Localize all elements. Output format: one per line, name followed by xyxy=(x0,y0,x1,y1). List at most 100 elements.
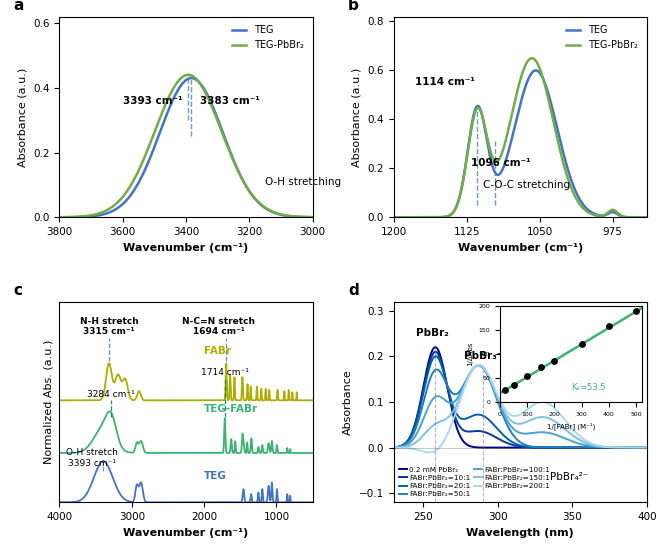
FABr:PbBr₂=100:1 xyxy=(475,362,482,368)
0.2 mM PbBr₂ xyxy=(636,444,643,451)
Line: FABr:PbBr₂=100:1: FABr:PbBr₂=100:1 xyxy=(393,365,647,448)
FABr:PbBr₂=200:1 xyxy=(513,412,521,419)
0.2 mM PbBr₂ xyxy=(432,344,440,351)
FABr:PbBr₂=50:1 xyxy=(403,440,411,447)
TEG-PbBr₂ xyxy=(643,214,651,221)
FABr:PbBr₂=20:1 xyxy=(589,444,597,451)
TEG xyxy=(636,214,643,221)
Text: TEG: TEG xyxy=(204,471,227,481)
Text: O-H stretch
3393 cm⁻¹: O-H stretch 3393 cm⁻¹ xyxy=(66,448,118,468)
FABr:PbBr₂=10:1 xyxy=(513,443,521,449)
Text: TEG-FABr: TEG-FABr xyxy=(204,404,258,414)
FABr:PbBr₂=20:1 xyxy=(636,444,643,451)
Text: PbBr₃⁻: PbBr₃⁻ xyxy=(464,351,502,360)
Line: TEG-PbBr₂: TEG-PbBr₂ xyxy=(59,75,313,217)
FABr:PbBr₂=150:1 xyxy=(636,444,643,451)
TEG-PbBr₂ xyxy=(184,72,192,78)
FABr:PbBr₂=10:1 xyxy=(432,348,440,355)
FABr:PbBr₂=20:1 xyxy=(403,439,411,446)
TEG-PbBr₂ xyxy=(179,73,187,80)
FABr:PbBr₂=150:1 xyxy=(506,417,514,423)
Y-axis label: Normalized Abs. (a.u.): Normalized Abs. (a.u.) xyxy=(44,340,54,464)
TEG xyxy=(643,214,651,221)
0.2 mM PbBr₂ xyxy=(636,444,643,451)
Legend: TEG, TEG-PbBr₂: TEG, TEG-PbBr₂ xyxy=(228,22,308,54)
Text: 1096 cm⁻¹: 1096 cm⁻¹ xyxy=(471,158,531,168)
TEG-PbBr₂ xyxy=(302,214,310,220)
FABr:PbBr₂=200:1 xyxy=(389,444,397,451)
TEG xyxy=(636,214,643,221)
FABr:PbBr₂=200:1 xyxy=(506,411,514,418)
TEG xyxy=(589,210,597,216)
Text: a: a xyxy=(14,0,24,13)
FABr:PbBr₂=10:1 xyxy=(636,444,643,451)
FABr:PbBr₂=100:1 xyxy=(636,444,643,451)
FABr:PbBr₂=200:1 xyxy=(425,449,433,456)
Y-axis label: Absorbance (a.u.): Absorbance (a.u.) xyxy=(18,67,28,167)
FABr:PbBr₂=50:1 xyxy=(589,444,597,451)
TEG xyxy=(179,80,187,87)
Y-axis label: Absorbance: Absorbance xyxy=(343,369,353,435)
Text: PbBr₂: PbBr₂ xyxy=(416,328,449,338)
Text: C-O-C stretching: C-O-C stretching xyxy=(484,180,571,190)
TEG-PbBr₂ xyxy=(636,214,643,221)
FABr:PbBr₂=50:1 xyxy=(636,444,643,451)
Line: FABr:PbBr₂=200:1: FABr:PbBr₂=200:1 xyxy=(393,365,647,453)
0.2 mM PbBr₂ xyxy=(389,444,397,450)
Text: 1114 cm⁻¹: 1114 cm⁻¹ xyxy=(415,77,475,87)
TEG-PbBr₂ xyxy=(636,214,643,221)
FABr:PbBr₂=150:1 xyxy=(636,444,643,451)
Text: PbBr₄²⁻: PbBr₄²⁻ xyxy=(550,471,589,481)
0.2 mM PbBr₂ xyxy=(403,439,411,445)
FABr:PbBr₂=200:1 xyxy=(589,441,597,448)
TEG xyxy=(302,214,310,220)
Line: TEG: TEG xyxy=(393,71,647,217)
0.2 mM PbBr₂ xyxy=(513,444,521,451)
TEG-PbBr₂ xyxy=(172,81,180,88)
0.2 mM PbBr₂ xyxy=(643,444,651,451)
FABr:PbBr₂=200:1 xyxy=(403,445,411,452)
TEG xyxy=(403,214,411,221)
Text: FABr: FABr xyxy=(204,346,231,356)
TEG xyxy=(532,67,540,74)
FABr:PbBr₂=100:1 xyxy=(636,444,643,451)
FABr:PbBr₂=20:1 xyxy=(513,441,521,448)
Text: c: c xyxy=(14,283,23,298)
FABr:PbBr₂=20:1 xyxy=(432,353,440,359)
TEG-PbBr₂ xyxy=(506,119,514,126)
TEG xyxy=(506,142,514,149)
TEG xyxy=(172,91,180,97)
TEG xyxy=(187,75,195,81)
FABr:PbBr₂=50:1 xyxy=(389,444,397,451)
FABr:PbBr₂=50:1 xyxy=(513,436,521,443)
FABr:PbBr₂=20:1 xyxy=(506,437,514,444)
FABr:PbBr₂=150:1 xyxy=(403,443,411,450)
FABr:PbBr₂=150:1 xyxy=(589,442,597,449)
FABr:PbBr₂=10:1 xyxy=(389,444,397,450)
Line: FABr:PbBr₂=20:1: FABr:PbBr₂=20:1 xyxy=(393,356,647,448)
TEG-PbBr₂ xyxy=(589,211,597,218)
Text: 3383 cm⁻¹: 3383 cm⁻¹ xyxy=(201,96,260,106)
FABr:PbBr₂=100:1 xyxy=(506,422,514,428)
FABr:PbBr₂=200:1 xyxy=(475,362,483,368)
TEG-PbBr₂ xyxy=(513,90,521,97)
FABr:PbBr₂=150:1 xyxy=(643,444,651,451)
0.2 mM PbBr₂ xyxy=(589,444,597,451)
Line: 0.2 mM PbBr₂: 0.2 mM PbBr₂ xyxy=(393,347,647,448)
FABr:PbBr₂=200:1 xyxy=(636,444,643,451)
TEG-PbBr₂ xyxy=(403,214,411,221)
Text: 3284 cm⁻¹: 3284 cm⁻¹ xyxy=(87,390,135,399)
FABr:PbBr₂=10:1 xyxy=(506,441,514,448)
TEG xyxy=(69,214,77,220)
TEG xyxy=(309,214,317,220)
TEG-PbBr₂ xyxy=(301,214,309,220)
FABr:PbBr₂=100:1 xyxy=(589,443,597,450)
Text: O-H stretching: O-H stretching xyxy=(265,177,341,187)
0.2 mM PbBr₂ xyxy=(506,444,514,451)
Text: 3393 cm⁻¹: 3393 cm⁻¹ xyxy=(123,96,183,106)
FABr:PbBr₂=50:1 xyxy=(475,362,482,369)
FABr:PbBr₂=100:1 xyxy=(513,428,521,435)
FABr:PbBr₂=50:1 xyxy=(506,427,514,434)
TEG-PbBr₂ xyxy=(69,214,77,220)
FABr:PbBr₂=150:1 xyxy=(513,421,521,427)
